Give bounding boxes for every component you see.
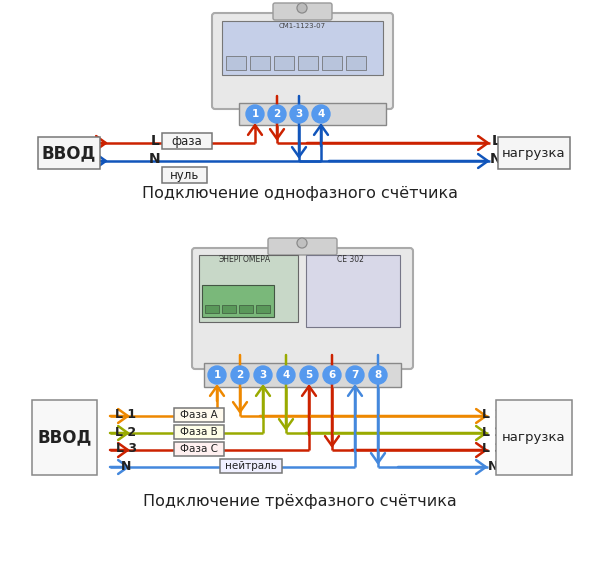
FancyBboxPatch shape	[306, 255, 400, 327]
Text: 8: 8	[374, 370, 382, 380]
Text: 3: 3	[295, 109, 302, 119]
FancyBboxPatch shape	[496, 400, 572, 475]
Circle shape	[208, 366, 226, 384]
Text: N: N	[149, 152, 161, 166]
FancyBboxPatch shape	[38, 137, 100, 169]
FancyBboxPatch shape	[32, 400, 97, 475]
Text: ЭНЕРГОМЕРА: ЭНЕРГОМЕРА	[219, 255, 271, 264]
Circle shape	[268, 105, 286, 123]
FancyBboxPatch shape	[226, 56, 246, 70]
FancyBboxPatch shape	[239, 103, 386, 125]
Text: L 1: L 1	[482, 408, 503, 421]
Circle shape	[254, 366, 272, 384]
Circle shape	[290, 105, 308, 123]
FancyBboxPatch shape	[174, 425, 224, 439]
FancyBboxPatch shape	[205, 305, 219, 313]
Text: ВВОД: ВВОД	[37, 429, 92, 447]
Circle shape	[312, 105, 330, 123]
Text: 7: 7	[352, 370, 359, 380]
Text: L 1: L 1	[115, 408, 137, 421]
Text: L 3: L 3	[482, 443, 503, 456]
Text: СЕ 302: СЕ 302	[337, 255, 364, 264]
Circle shape	[346, 366, 364, 384]
FancyBboxPatch shape	[192, 248, 413, 369]
FancyBboxPatch shape	[174, 442, 224, 456]
Text: 1: 1	[251, 109, 259, 119]
Text: 2: 2	[274, 109, 281, 119]
FancyBboxPatch shape	[222, 305, 236, 313]
FancyBboxPatch shape	[250, 56, 270, 70]
Circle shape	[297, 3, 307, 13]
Text: 4: 4	[317, 109, 325, 119]
FancyBboxPatch shape	[222, 21, 383, 75]
Text: L 2: L 2	[482, 425, 503, 439]
FancyBboxPatch shape	[274, 56, 294, 70]
Text: СМ1-1123-07: СМ1-1123-07	[279, 23, 326, 29]
Text: L 2: L 2	[115, 425, 137, 439]
FancyBboxPatch shape	[202, 285, 274, 317]
Text: фаза: фаза	[172, 135, 202, 148]
Circle shape	[323, 366, 341, 384]
FancyBboxPatch shape	[239, 305, 253, 313]
FancyBboxPatch shape	[273, 3, 332, 20]
FancyBboxPatch shape	[298, 56, 318, 70]
Text: Подключение однофазного счётчика: Подключение однофазного счётчика	[142, 186, 458, 200]
FancyBboxPatch shape	[256, 305, 270, 313]
Text: 5: 5	[305, 370, 313, 380]
Text: 6: 6	[328, 370, 335, 380]
Circle shape	[277, 366, 295, 384]
FancyBboxPatch shape	[322, 56, 342, 70]
Text: N: N	[490, 152, 502, 166]
FancyBboxPatch shape	[498, 137, 570, 169]
FancyBboxPatch shape	[204, 363, 401, 387]
Text: 1: 1	[214, 370, 221, 380]
Text: N: N	[488, 459, 498, 472]
Circle shape	[369, 366, 387, 384]
Text: 3: 3	[259, 370, 266, 380]
Text: 2: 2	[236, 370, 244, 380]
FancyBboxPatch shape	[174, 408, 224, 422]
FancyBboxPatch shape	[199, 255, 298, 322]
FancyBboxPatch shape	[268, 238, 337, 255]
FancyBboxPatch shape	[220, 459, 282, 473]
FancyBboxPatch shape	[162, 133, 212, 149]
Text: нейтраль: нейтраль	[225, 461, 277, 471]
Circle shape	[297, 238, 307, 248]
Text: L 3: L 3	[115, 443, 137, 456]
Text: нагрузка: нагрузка	[502, 146, 566, 159]
Circle shape	[300, 366, 318, 384]
Text: Фаза В: Фаза В	[180, 427, 218, 437]
Text: Фаза С: Фаза С	[180, 444, 218, 454]
Text: ВВОД: ВВОД	[42, 144, 96, 162]
FancyBboxPatch shape	[212, 13, 393, 109]
Circle shape	[231, 366, 249, 384]
Text: Подключение трёхфазного счётчика: Подключение трёхфазного счётчика	[143, 494, 457, 508]
Text: N: N	[121, 459, 131, 472]
Circle shape	[246, 105, 264, 123]
Text: нуль: нуль	[170, 168, 199, 182]
Text: L: L	[151, 134, 160, 148]
Text: Фаза А: Фаза А	[180, 410, 218, 420]
FancyBboxPatch shape	[162, 167, 207, 183]
Text: L: L	[491, 134, 500, 148]
Text: нагрузка: нагрузка	[502, 431, 566, 444]
Text: 4: 4	[283, 370, 290, 380]
FancyBboxPatch shape	[346, 56, 366, 70]
